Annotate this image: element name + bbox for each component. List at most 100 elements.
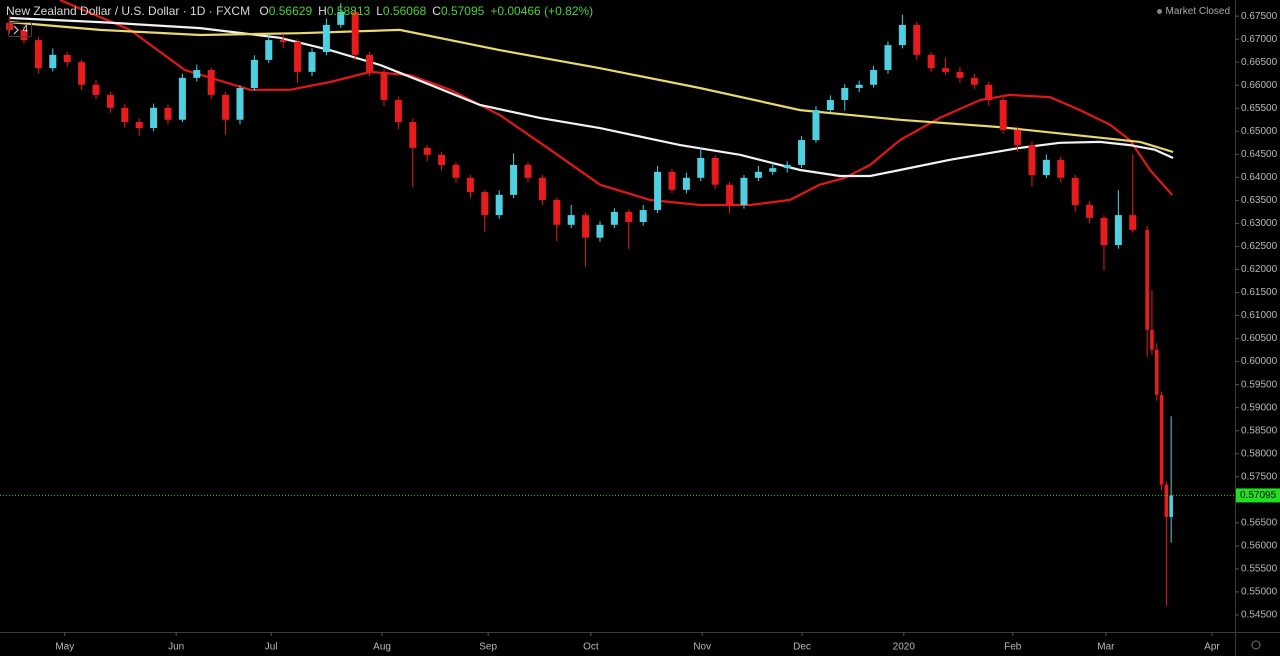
candle-body xyxy=(1159,394,1164,485)
candle-body xyxy=(423,147,431,155)
candle-body xyxy=(1100,217,1108,246)
candle-body xyxy=(740,177,748,205)
candle-body xyxy=(682,177,690,190)
x-tick-label: 2020 xyxy=(893,642,916,653)
ohlc-label: C xyxy=(432,4,441,18)
candle-body xyxy=(1114,215,1122,246)
settings-icon[interactable] xyxy=(1251,640,1261,650)
moving-average xyxy=(10,21,1174,154)
ohlc-label: O xyxy=(259,4,269,18)
candle-body xyxy=(222,94,230,120)
candle-body xyxy=(495,194,503,216)
ohlc-label: L xyxy=(376,4,383,18)
candle-body xyxy=(1169,495,1173,517)
candle-body xyxy=(466,177,474,193)
candle-body xyxy=(1014,129,1022,146)
candle-body xyxy=(582,215,590,238)
candle-body xyxy=(942,68,950,72)
y-tick-label: 0.59000 xyxy=(1241,402,1278,413)
x-tick-label: Feb xyxy=(1004,642,1022,653)
x-tick-label: Oct xyxy=(583,642,599,653)
y-tick-label: 0.60500 xyxy=(1241,333,1278,344)
y-tick-label: 0.64000 xyxy=(1241,172,1278,183)
candle-body xyxy=(78,62,86,85)
last-price-box xyxy=(1236,488,1280,503)
candle-body xyxy=(106,94,114,108)
candle-body xyxy=(610,211,618,225)
candle-body xyxy=(1057,159,1065,178)
y-tick-label: 0.55500 xyxy=(1241,564,1278,575)
candle-body xyxy=(510,164,518,195)
indicator-toggle[interactable]: 4 xyxy=(8,22,32,37)
moving-average xyxy=(59,0,1173,207)
candle-body xyxy=(265,40,273,60)
y-tick-label: 0.54500 xyxy=(1241,610,1278,621)
candle-body xyxy=(567,215,575,225)
candle-body xyxy=(380,71,388,100)
candle-body xyxy=(898,24,906,46)
candle-body xyxy=(639,210,647,223)
candle-body xyxy=(394,99,402,123)
x-tick-label: Nov xyxy=(693,642,711,653)
candle-body xyxy=(481,192,489,216)
y-tick-label: 0.63000 xyxy=(1241,218,1278,229)
y-tick-label: 0.67500 xyxy=(1241,11,1278,22)
candle-body xyxy=(121,107,129,123)
candle-body xyxy=(668,171,676,190)
last-price-label: 0.57095 xyxy=(1240,490,1277,501)
x-tick-label: Mar xyxy=(1097,642,1115,653)
candle-body xyxy=(855,84,863,88)
candle-body xyxy=(308,52,316,72)
legend-header: New Zealand Dollar / U.S. Dollar · 1D · … xyxy=(6,4,599,18)
ohlc-label: H xyxy=(318,4,327,18)
y-tick-label: 0.66500 xyxy=(1241,57,1278,68)
y-tick-label: 0.67000 xyxy=(1241,34,1278,45)
x-tick-label: Dec xyxy=(793,642,811,653)
symbol: New Zealand Dollar / U.S. Dollar · 1D · … xyxy=(6,4,251,18)
candle-body xyxy=(193,70,201,78)
y-tick-label: 0.58000 xyxy=(1241,448,1278,459)
candle-body xyxy=(538,177,546,200)
candle-body xyxy=(1086,204,1094,218)
y-tick-label: 0.59500 xyxy=(1241,379,1278,390)
market-status: Market Closed xyxy=(1156,6,1230,17)
candle-body xyxy=(452,164,460,178)
candle-body xyxy=(34,40,42,69)
y-tick-label: 0.65000 xyxy=(1241,126,1278,137)
y-tick-label: 0.61000 xyxy=(1241,310,1278,321)
candle-body xyxy=(711,158,719,185)
candle-body xyxy=(438,154,446,165)
candle-body xyxy=(1154,349,1159,395)
candle-body xyxy=(250,59,258,88)
y-tick-label: 0.58500 xyxy=(1241,425,1278,436)
candle-body xyxy=(337,11,345,25)
candle-body xyxy=(870,70,878,85)
y-tick-label: 0.66000 xyxy=(1241,80,1278,91)
candle-body xyxy=(783,164,791,169)
x-tick-label: Aug xyxy=(373,642,391,653)
candle-body xyxy=(207,70,215,95)
candle-body xyxy=(927,54,935,69)
y-tick-label: 0.62500 xyxy=(1241,241,1278,252)
candle-body xyxy=(654,171,662,211)
candle-body xyxy=(6,23,14,30)
candle-body xyxy=(697,158,705,178)
candle-body xyxy=(351,11,359,55)
candle-body xyxy=(150,107,158,129)
candle-body xyxy=(49,54,57,69)
candle-body xyxy=(1145,229,1149,330)
candle-body xyxy=(279,40,287,42)
candle-body xyxy=(884,45,892,71)
candle-body xyxy=(178,77,186,120)
candle-body xyxy=(524,164,532,178)
x-tick-label: Apr xyxy=(1204,642,1220,653)
candle-body xyxy=(812,110,820,141)
candle-body xyxy=(913,24,921,55)
candle-body xyxy=(1164,484,1169,517)
candle-body xyxy=(841,87,849,100)
ohlc-value: 0.56068 xyxy=(382,4,427,18)
candle-body xyxy=(596,224,604,238)
